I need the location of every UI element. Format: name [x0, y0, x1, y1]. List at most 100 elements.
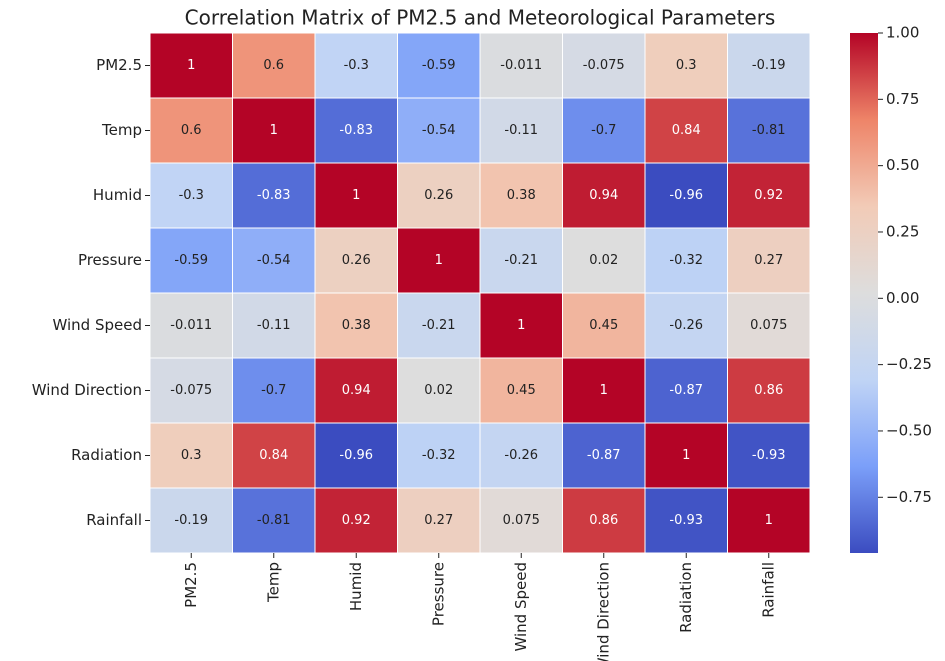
heatmap-cell — [479, 162, 563, 229]
heatmap-cell — [149, 227, 233, 294]
heatmap-cell — [232, 32, 316, 99]
heatmap-cell — [397, 227, 481, 294]
heatmap-cell — [727, 97, 811, 164]
heatmap-cell — [397, 32, 481, 99]
cell-label: 0.38 — [342, 318, 371, 333]
cell-label: -0.3 — [344, 58, 369, 73]
heatmap-cell — [644, 357, 728, 424]
cell-label: 0.45 — [589, 318, 618, 333]
cell-label: 0.075 — [503, 513, 540, 528]
cell-label: 0.92 — [754, 188, 783, 203]
heatmap-cell — [149, 32, 233, 99]
heatmap-cell — [562, 162, 646, 229]
cell-label: -0.11 — [257, 318, 291, 333]
heatmap-cell — [644, 162, 728, 229]
cell-label: 0.6 — [181, 123, 202, 138]
cell-label: -0.011 — [500, 58, 542, 73]
heatmap-cell — [232, 97, 316, 164]
x-tick-label: Wind Speed — [512, 562, 530, 652]
cell-label: -0.11 — [504, 123, 538, 138]
cell-label: -0.3 — [179, 188, 204, 203]
cell-label: -0.26 — [504, 448, 538, 463]
cell-label: 0.02 — [424, 383, 453, 398]
cell-label: 0.075 — [750, 318, 787, 333]
x-tick-label: Radiation — [677, 562, 695, 633]
cell-label: -0.21 — [504, 253, 538, 268]
cell-label: -0.59 — [422, 58, 456, 73]
y-tick-label: Wind Direction — [32, 381, 142, 399]
x-tick-label: Temp — [264, 562, 282, 603]
cell-label: 1 — [517, 318, 525, 333]
y-tick-label: Radiation — [71, 446, 142, 464]
cell-label: -0.26 — [669, 318, 703, 333]
heatmap-cell — [314, 227, 398, 294]
colorbar-tick-label: 0.50 — [886, 156, 919, 174]
cell-label: 0.94 — [589, 188, 618, 203]
heatmap-cell — [727, 162, 811, 229]
cell-label: 1 — [435, 253, 443, 268]
heatmap-cell — [314, 162, 398, 229]
cell-label: -0.81 — [752, 123, 786, 138]
heatmap-cell — [644, 227, 728, 294]
cell-label: -0.7 — [591, 123, 616, 138]
x-tick-label: Wind Direction — [594, 562, 612, 661]
heatmap-cell — [479, 487, 563, 554]
cell-label: -0.59 — [174, 253, 208, 268]
cell-label: 0.38 — [507, 188, 536, 203]
heatmap-cell — [479, 32, 563, 99]
cell-label: -0.19 — [752, 58, 786, 73]
cell-label: 0.6 — [263, 58, 284, 73]
colorbar-tick-label: −0.25 — [886, 355, 932, 373]
cell-label: -0.83 — [339, 123, 373, 138]
cell-label: 0.3 — [676, 58, 697, 73]
heatmap-cell — [314, 32, 398, 99]
cell-label: -0.21 — [422, 318, 456, 333]
colorbar-tick-label: 0.25 — [886, 222, 919, 240]
cell-label: -0.54 — [422, 123, 456, 138]
cell-label: 0.92 — [342, 513, 371, 528]
heatmap-cell — [727, 422, 811, 489]
cell-label: 0.26 — [424, 188, 453, 203]
heatmap-cell — [479, 292, 563, 359]
cell-label: 1 — [682, 448, 690, 463]
y-tick-label: Rainfall — [86, 511, 142, 529]
cell-label: 0.86 — [754, 383, 783, 398]
chart-title: Correlation Matrix of PM2.5 and Meteorol… — [185, 6, 776, 30]
cell-label: 1 — [765, 513, 773, 528]
colorbar — [850, 33, 878, 553]
colorbar-tick-label: −0.50 — [886, 421, 932, 439]
heatmap-cell — [562, 32, 646, 99]
cell-label: 1 — [600, 383, 608, 398]
heatmap-cell — [149, 422, 233, 489]
cell-label: -0.96 — [339, 448, 373, 463]
cell-label: -0.32 — [422, 448, 456, 463]
heatmap-cell — [397, 292, 481, 359]
cell-label: 0.02 — [589, 253, 618, 268]
cell-label: -0.19 — [174, 513, 208, 528]
heatmap-cell — [727, 32, 811, 99]
cell-label: -0.011 — [170, 318, 212, 333]
cell-label: 0.27 — [424, 513, 453, 528]
cell-label: -0.7 — [261, 383, 286, 398]
heatmap-cell — [314, 357, 398, 424]
cell-label: -0.32 — [669, 253, 703, 268]
heatmap-cell — [562, 422, 646, 489]
heatmap-cell — [232, 422, 316, 489]
cell-label: -0.87 — [669, 383, 703, 398]
colorbar-tick-label: 0.00 — [886, 289, 919, 307]
y-tick-label: Pressure — [78, 251, 142, 269]
cell-label: 0.86 — [589, 513, 618, 528]
cell-label: -0.81 — [257, 513, 291, 528]
heatmap-cell — [644, 292, 728, 359]
heatmap-cell — [479, 97, 563, 164]
heatmap-cell — [314, 487, 398, 554]
cell-label: -0.54 — [257, 253, 291, 268]
y-tick-label: Wind Speed — [53, 316, 143, 334]
heatmap-cell — [479, 422, 563, 489]
cell-label: 1 — [352, 188, 360, 203]
heatmap-cell — [314, 292, 398, 359]
heatmap-cell — [562, 97, 646, 164]
heatmap-cell — [314, 422, 398, 489]
cell-label: 0.84 — [672, 123, 701, 138]
